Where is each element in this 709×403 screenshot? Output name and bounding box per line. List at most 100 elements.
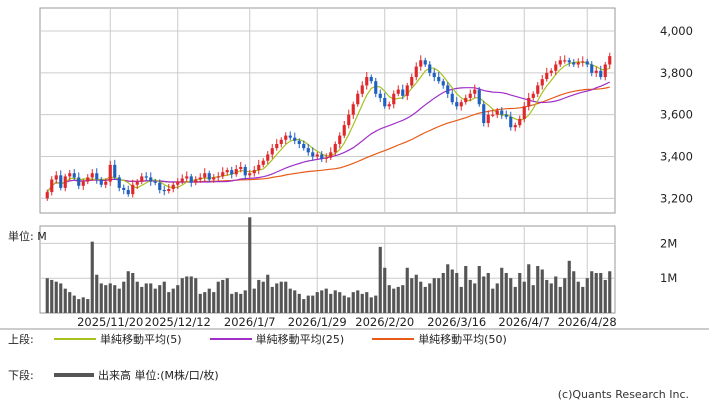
volume-bar (536, 266, 540, 313)
x-tick-label: 2025/12/12 (145, 315, 211, 329)
candle-body (239, 166, 243, 170)
candle-body (162, 189, 166, 192)
volume-bar (239, 293, 243, 313)
volume-bar (171, 288, 175, 313)
volume-bar (383, 267, 387, 313)
candle-body (608, 56, 612, 65)
candle-body (464, 97, 468, 103)
candle-body (302, 143, 306, 149)
volume-bar (338, 292, 342, 313)
candle-body (333, 143, 337, 153)
volume-bar (549, 283, 553, 313)
candle-body (126, 189, 130, 195)
volume-bar (459, 286, 463, 313)
candle-body (590, 64, 594, 73)
price-tick-label: 3,800 (660, 66, 693, 80)
candle-body (383, 97, 387, 107)
x-tick-label: 2025/11/20 (77, 315, 143, 329)
volume-bar (405, 267, 409, 313)
candle-body (585, 61, 589, 65)
legend-item-ma5: 単純移動平均(5) (54, 331, 182, 347)
candle-body (531, 93, 535, 98)
legend-item-ma25: 単純移動平均(25) (209, 331, 345, 347)
candle-body (230, 170, 234, 175)
volume-bar (113, 285, 117, 313)
volume-bar (180, 278, 184, 313)
candle-body (396, 89, 400, 94)
candle-body (288, 135, 292, 138)
volume-bar (270, 286, 274, 313)
volume-bar (369, 297, 373, 313)
volume-bar (198, 293, 202, 313)
volume-bar (167, 292, 171, 313)
candle-body (153, 181, 157, 183)
candle-body (432, 72, 436, 78)
ma5-line (46, 61, 611, 193)
volume-bar (162, 281, 166, 313)
candle-body (194, 179, 198, 183)
volume-bar (500, 267, 504, 313)
candle-body (189, 176, 193, 183)
volume-bar (257, 279, 261, 313)
ma25-label: 単純移動平均(25) (255, 333, 345, 346)
volume-bars (45, 217, 612, 313)
volume-bar (329, 293, 333, 313)
volume-bar (77, 299, 81, 313)
volume-unit-label: 単位: M (8, 230, 47, 243)
candle-body (185, 176, 189, 179)
candle-body (369, 77, 373, 82)
candle-body (257, 164, 261, 171)
volume-bar (563, 278, 567, 313)
volume-bar (230, 293, 234, 313)
volume-bar (225, 278, 229, 313)
price-tick-label: 4,000 (660, 24, 693, 38)
candle-body (482, 104, 486, 124)
volume-bar (212, 292, 216, 313)
volume-bar (374, 295, 378, 313)
volume-bar (266, 274, 270, 313)
candle-body (113, 164, 117, 178)
volume-bar (567, 260, 571, 313)
volume-bar (333, 290, 337, 313)
volume-bar (365, 292, 369, 313)
candle-body (176, 181, 180, 185)
volume-bar (72, 295, 76, 313)
copyright: (c)Quants Research Inc. (557, 388, 689, 401)
candle-body (171, 184, 175, 189)
candle-body (365, 77, 369, 86)
candle-body (459, 102, 463, 107)
volume-bar (59, 283, 63, 313)
candle-body (86, 177, 90, 182)
candle-body (234, 169, 238, 175)
volume-bar (108, 283, 112, 313)
candle-body (419, 60, 423, 67)
volume-bar (320, 290, 324, 313)
volume-bar (509, 278, 513, 313)
volume-bar (585, 278, 589, 313)
candle-body (378, 93, 382, 98)
volume-bar (491, 288, 495, 313)
price-tick-label: 3,400 (660, 150, 693, 164)
candle-body (522, 106, 526, 119)
volume-bar (432, 278, 436, 313)
candle-body (320, 154, 324, 159)
x-tick-label: 2026/3/16 (427, 315, 486, 329)
volume-bar (531, 285, 535, 313)
volume-bar (149, 283, 153, 313)
volume-bar (284, 281, 288, 313)
candle-body (356, 93, 360, 105)
candle-body (122, 187, 126, 190)
volume-bar (311, 295, 315, 313)
x-tick-label: 2026/4/7 (498, 315, 550, 329)
price-tick-label: 3,200 (660, 191, 693, 205)
volume-bar (572, 271, 576, 313)
candle-body (563, 60, 567, 62)
volume-tick-label: 2M (660, 236, 677, 250)
volume-bar (158, 285, 162, 313)
candle-body (513, 125, 517, 128)
volume-bar (288, 288, 292, 313)
volume-bar (297, 293, 301, 313)
volume-bar (387, 285, 391, 313)
candle-body (545, 72, 549, 80)
legend-item-ma50: 単純移動平均(50) (372, 331, 507, 347)
